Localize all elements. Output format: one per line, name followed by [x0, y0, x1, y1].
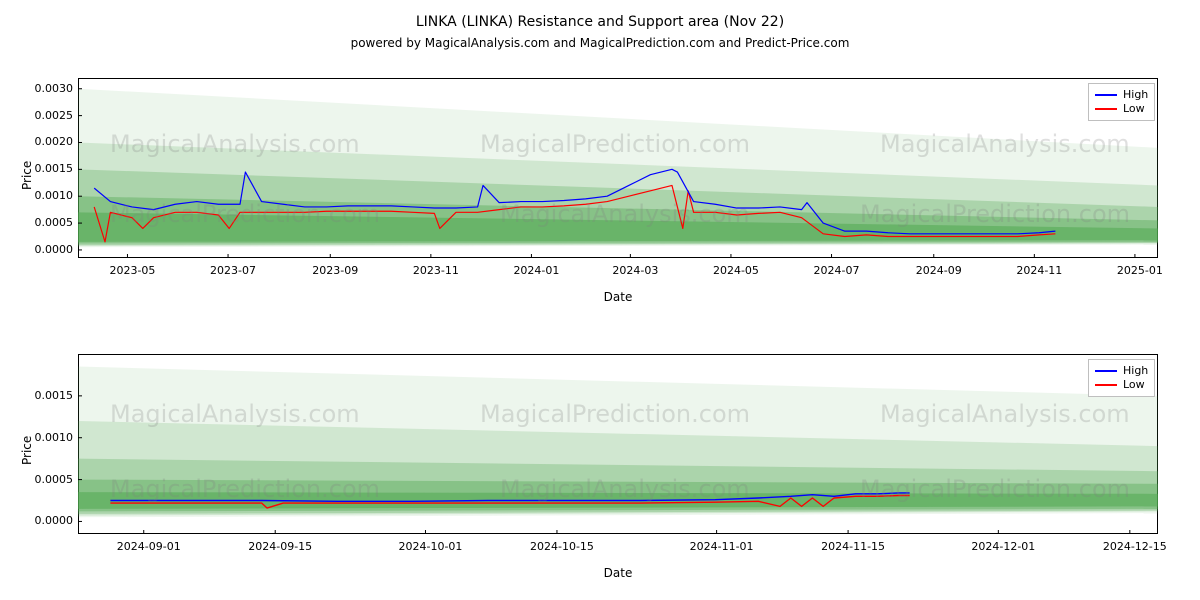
y-tick-label: 0.0025 — [23, 109, 73, 122]
x-tick-label: 2024-11 — [1004, 264, 1074, 277]
x-tick-label: 2024-11-15 — [818, 540, 888, 553]
legend-item: Low — [1095, 102, 1148, 116]
x-tick-label: 2024-12-01 — [968, 540, 1038, 553]
watermark-text: MagicalPrediction.com — [860, 475, 1130, 503]
watermark-text: MagicalAnalysis.com — [880, 400, 1130, 428]
x-tick-label: 2024-11-01 — [687, 540, 757, 553]
watermark-text: MagicalPrediction.com — [480, 400, 750, 428]
x-tick-label: 2024-09-01 — [114, 540, 184, 553]
legend-swatch — [1095, 384, 1117, 386]
chart-subtitle: powered by MagicalAnalysis.com and Magic… — [0, 36, 1200, 50]
x-tick-label: 2024-09 — [904, 264, 974, 277]
x-tick-label: 2023-05 — [97, 264, 167, 277]
x-tick-label: 2024-10-01 — [395, 540, 465, 553]
legend-label: High — [1123, 88, 1148, 102]
watermark-text: MagicalPrediction.com — [110, 475, 380, 503]
watermark-text: MagicalAnalysis.com — [110, 130, 360, 158]
y-tick-label: 0.0015 — [23, 162, 73, 175]
legend-swatch — [1095, 370, 1117, 372]
x-tick-label: 2024-03 — [600, 264, 670, 277]
x-tick-label: 2024-07 — [802, 264, 872, 277]
y-tick-label: 0.0005 — [23, 216, 73, 229]
x-tick-label: 2024-01 — [501, 264, 571, 277]
bottom-legend: HighLow — [1088, 359, 1155, 397]
x-tick-label: 2024-05 — [701, 264, 771, 277]
top-legend: HighLow — [1088, 83, 1155, 121]
x-tick-label: 2024-09-15 — [245, 540, 315, 553]
watermark-text: MagicalPrediction.com — [860, 200, 1130, 228]
watermark-text: MagicalAnalysis.com — [880, 130, 1130, 158]
watermark-text: MagicalPrediction.com — [110, 200, 380, 228]
y-tick-label: 0.0020 — [23, 135, 73, 148]
watermark-text: MagicalAnalysis.com — [500, 475, 750, 503]
y-tick-label: 0.0000 — [23, 514, 73, 527]
y-tick-label: 0.0000 — [23, 243, 73, 256]
bottom-x-axis-label: Date — [78, 566, 1158, 580]
legend-label: Low — [1123, 102, 1145, 116]
bottom-chart-svg — [78, 354, 1158, 534]
legend-label: High — [1123, 364, 1148, 378]
y-tick-label: 0.0010 — [23, 431, 73, 444]
figure: LINKA (LINKA) Resistance and Support are… — [0, 0, 1200, 600]
x-tick-label: 2025-01 — [1105, 264, 1175, 277]
x-tick-label: 2024-12-15 — [1100, 540, 1170, 553]
legend-label: Low — [1123, 378, 1145, 392]
chart-title: LINKA (LINKA) Resistance and Support are… — [0, 14, 1200, 30]
legend-item: High — [1095, 364, 1148, 378]
top-x-axis-label: Date — [78, 290, 1158, 304]
legend-swatch — [1095, 108, 1117, 110]
legend-item: Low — [1095, 378, 1148, 392]
top-chart-svg — [78, 78, 1158, 258]
watermark-text: MagicalPrediction.com — [480, 130, 750, 158]
watermark-text: MagicalAnalysis.com — [500, 200, 750, 228]
legend-item: High — [1095, 88, 1148, 102]
x-tick-label: 2023-09 — [300, 264, 370, 277]
watermark-text: MagicalAnalysis.com — [110, 400, 360, 428]
legend-swatch — [1095, 94, 1117, 96]
y-tick-label: 0.0005 — [23, 473, 73, 486]
y-tick-label: 0.0030 — [23, 82, 73, 95]
y-tick-label: 0.0010 — [23, 189, 73, 202]
y-tick-label: 0.0015 — [23, 389, 73, 402]
x-tick-label: 2024-10-15 — [527, 540, 597, 553]
x-tick-label: 2023-07 — [198, 264, 268, 277]
x-tick-label: 2023-11 — [401, 264, 471, 277]
